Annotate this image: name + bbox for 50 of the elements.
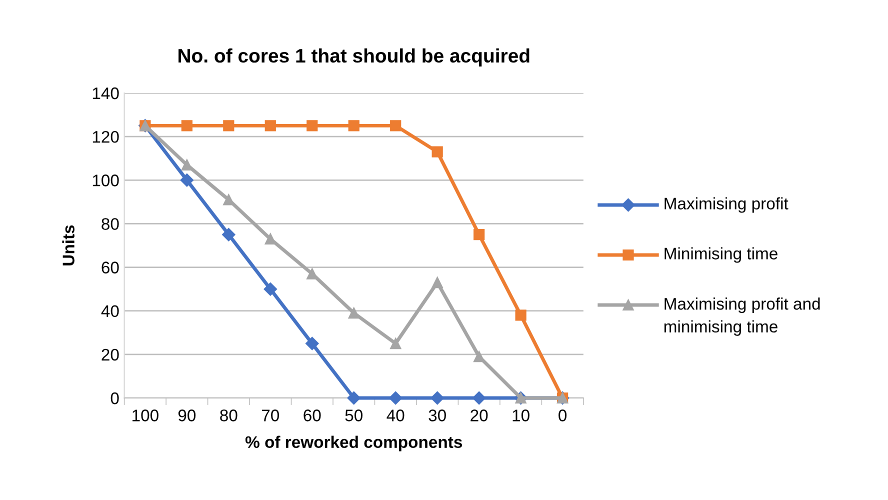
point — [515, 310, 526, 321]
point — [474, 351, 485, 362]
y-tick-label: 140 — [92, 87, 119, 100]
point — [306, 336, 319, 350]
x-tick-label: 10 — [512, 410, 530, 422]
point — [264, 282, 277, 296]
y-tick-label: 120 — [92, 130, 119, 143]
y-tick-label: 60 — [102, 262, 119, 274]
legend-label: Maximising profit — [664, 197, 788, 213]
legend-label: Maximising profit and minimising time — [664, 298, 820, 336]
point — [306, 120, 318, 132]
y-tick-label: 100 — [92, 174, 119, 186]
x-tick-label: 100 — [132, 410, 158, 422]
point — [430, 391, 444, 405]
point — [223, 120, 234, 132]
x-tick-label: 0 — [558, 410, 567, 422]
point — [348, 307, 360, 319]
point — [264, 233, 276, 245]
y-tick-label: 40 — [101, 305, 119, 318]
y-tick-label: 80 — [102, 218, 119, 230]
point — [472, 391, 486, 405]
point — [432, 146, 443, 158]
x-tick-label: 60 — [304, 410, 321, 422]
y-tick-label: 0 — [110, 392, 119, 404]
x-tick-label: 80 — [220, 410, 238, 422]
point — [181, 120, 192, 132]
point — [390, 338, 402, 350]
point — [306, 268, 318, 280]
point — [181, 159, 192, 170]
chart-title: No. of cores 1 that should be acquired — [178, 48, 530, 66]
point — [347, 391, 360, 405]
x-axis-title: % of reworked components — [245, 436, 462, 452]
y-tick-label: 20 — [102, 348, 119, 361]
point — [180, 174, 194, 187]
point — [223, 194, 234, 206]
x-tick-label: 50 — [345, 410, 362, 422]
x-tick-label: 70 — [262, 410, 280, 422]
legend-label: Minimising time — [664, 247, 778, 263]
point — [348, 120, 360, 132]
point — [474, 229, 485, 240]
x-tick-label: 30 — [428, 410, 446, 422]
x-tick-label: 20 — [470, 410, 488, 422]
point — [390, 120, 402, 132]
point — [432, 276, 443, 288]
x-tick-label: 90 — [178, 410, 196, 422]
x-tick-label: 40 — [386, 410, 404, 422]
y-axis-title: Units — [62, 225, 74, 266]
point — [389, 391, 402, 405]
point — [264, 120, 276, 132]
point — [222, 228, 236, 242]
